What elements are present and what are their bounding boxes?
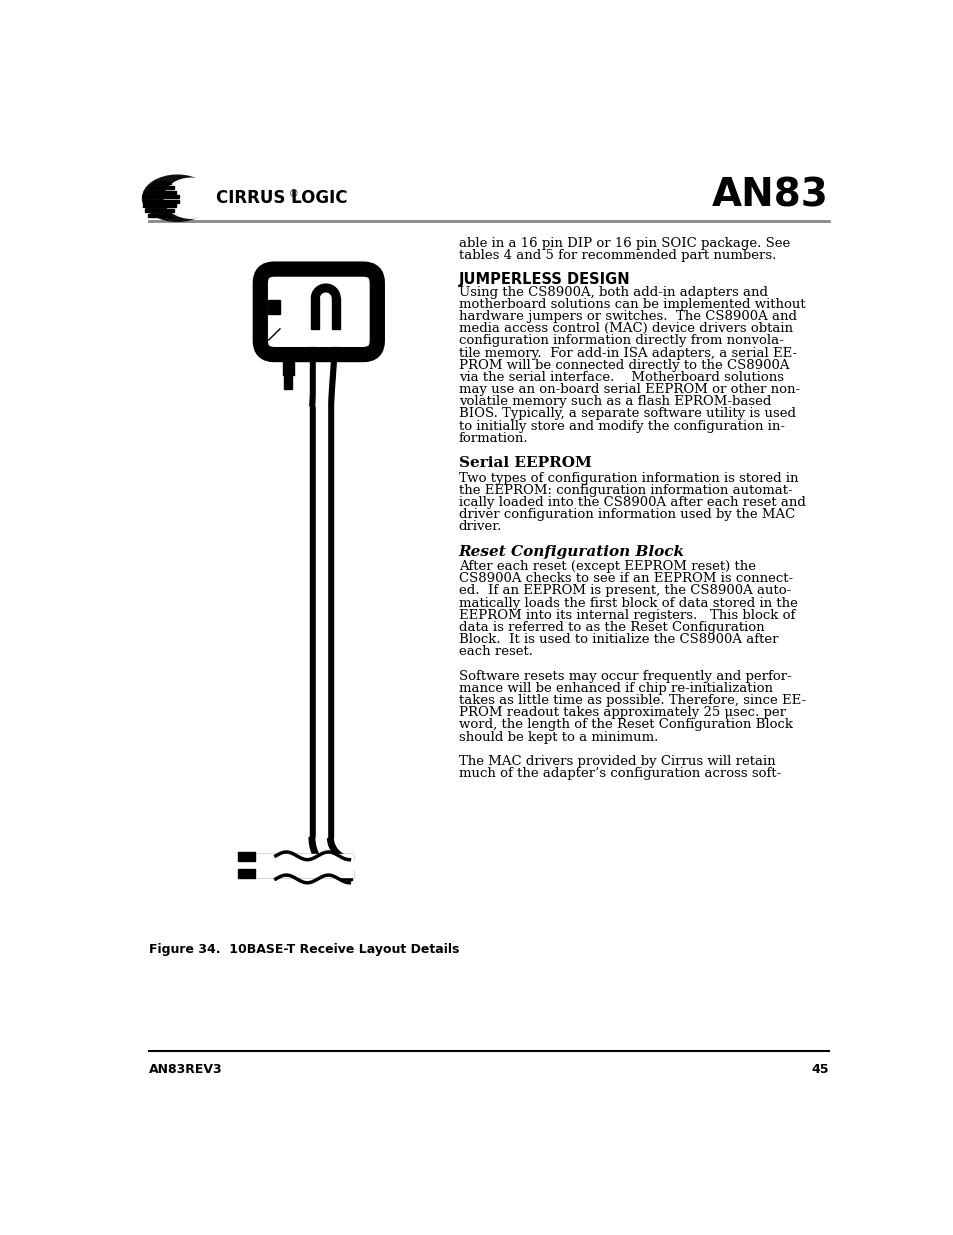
Polygon shape bbox=[268, 300, 280, 314]
Text: word, the length of the Reset Configuration Block: word, the length of the Reset Configurat… bbox=[458, 719, 792, 731]
Text: ®: ® bbox=[288, 189, 297, 199]
Polygon shape bbox=[148, 214, 171, 216]
Polygon shape bbox=[309, 837, 353, 881]
Text: JUMPERLESS DESIGN: JUMPERLESS DESIGN bbox=[458, 272, 630, 287]
Text: able in a 16 pin DIP or 16 pin SOIC package. See: able in a 16 pin DIP or 16 pin SOIC pack… bbox=[458, 237, 789, 249]
Polygon shape bbox=[237, 869, 254, 878]
Text: 45: 45 bbox=[811, 1063, 828, 1077]
Text: motherboard solutions can be implemented without: motherboard solutions can be implemented… bbox=[458, 298, 804, 311]
Polygon shape bbox=[315, 837, 353, 873]
Polygon shape bbox=[332, 299, 340, 330]
Text: After each reset (except EEPROM reset) the: After each reset (except EEPROM reset) t… bbox=[458, 561, 755, 573]
Polygon shape bbox=[315, 341, 327, 837]
Polygon shape bbox=[154, 182, 171, 184]
Text: configuration information directly from nonvola-: configuration information directly from … bbox=[458, 335, 782, 347]
Text: tile memory.  For add-in ISA adapters, a serial EE-: tile memory. For add-in ISA adapters, a … bbox=[458, 347, 796, 359]
Text: The MAC drivers provided by Cirrus will retain: The MAC drivers provided by Cirrus will … bbox=[458, 755, 775, 768]
Polygon shape bbox=[237, 852, 254, 861]
Polygon shape bbox=[311, 299, 319, 330]
Text: volatile memory such as a flash EPROM-based: volatile memory such as a flash EPROM-ba… bbox=[458, 395, 770, 409]
Text: matically loads the first block of data stored in the: matically loads the first block of data … bbox=[458, 597, 797, 610]
Text: Reset Configuration Block: Reset Configuration Block bbox=[458, 545, 684, 558]
Text: EEPROM into its internal registers.   This block of: EEPROM into its internal registers. This… bbox=[458, 609, 794, 621]
Text: hardware jumpers or switches.  The CS8900A and: hardware jumpers or switches. The CS8900… bbox=[458, 310, 796, 324]
Polygon shape bbox=[310, 341, 319, 406]
Text: may use an on-board serial EEPROM or other non-: may use an on-board serial EEPROM or oth… bbox=[458, 383, 799, 396]
Polygon shape bbox=[284, 375, 292, 389]
Polygon shape bbox=[143, 205, 175, 207]
Ellipse shape bbox=[142, 175, 212, 221]
Text: should be kept to a minimum.: should be kept to a minimum. bbox=[458, 731, 658, 743]
Polygon shape bbox=[327, 341, 337, 406]
Ellipse shape bbox=[164, 178, 218, 219]
Polygon shape bbox=[326, 837, 353, 863]
Text: BIOS. Typically, a separate software utility is used: BIOS. Typically, a separate software uti… bbox=[458, 408, 795, 420]
Polygon shape bbox=[254, 871, 353, 877]
Polygon shape bbox=[143, 200, 179, 203]
Text: takes as little time as possible. Therefore, since EE-: takes as little time as possible. Theref… bbox=[458, 694, 805, 708]
Text: driver configuration information used by the MAC: driver configuration information used by… bbox=[458, 508, 794, 521]
Text: much of the adapter’s configuration across soft-: much of the adapter’s configuration acro… bbox=[458, 767, 781, 781]
Text: AN83REV3: AN83REV3 bbox=[149, 1063, 222, 1077]
Text: driver.: driver. bbox=[458, 520, 501, 534]
Text: Two types of configuration information is stored in: Two types of configuration information i… bbox=[458, 472, 798, 484]
Text: mance will be enhanced if chip re-initialization: mance will be enhanced if chip re-initia… bbox=[458, 682, 772, 695]
Text: Block.  It is used to initialize the CS8900A after: Block. It is used to initialize the CS89… bbox=[458, 634, 778, 646]
Text: tables 4 and 5 for recommended part numbers.: tables 4 and 5 for recommended part numb… bbox=[458, 249, 775, 262]
Polygon shape bbox=[315, 341, 332, 406]
Text: each reset.: each reset. bbox=[458, 646, 532, 658]
Text: Serial EEPROM: Serial EEPROM bbox=[458, 456, 591, 471]
Polygon shape bbox=[268, 329, 280, 341]
Text: CIRRUS LOGIC: CIRRUS LOGIC bbox=[216, 189, 347, 207]
Text: Using the CS8900A, both add-in adapters and: Using the CS8900A, both add-in adapters … bbox=[458, 285, 767, 299]
Polygon shape bbox=[327, 341, 333, 837]
Polygon shape bbox=[148, 186, 174, 189]
Text: data is referred to as the Reset Configuration: data is referred to as the Reset Configu… bbox=[458, 621, 763, 634]
Text: CS8900A checks to see if an EEPROM is connect-: CS8900A checks to see if an EEPROM is co… bbox=[458, 572, 792, 585]
Text: the EEPROM: configuration information automat-: the EEPROM: configuration information au… bbox=[458, 484, 792, 496]
Polygon shape bbox=[310, 341, 315, 837]
Text: PROM will be connected directly to the CS8900A: PROM will be connected directly to the C… bbox=[458, 358, 788, 372]
Text: ed.  If an EEPROM is present, the CS8900A auto-: ed. If an EEPROM is present, the CS8900A… bbox=[458, 584, 790, 598]
Text: ically loaded into the CS8900A after each reset and: ically loaded into the CS8900A after eac… bbox=[458, 496, 804, 509]
Text: to initially store and modify the configuration in-: to initially store and modify the config… bbox=[458, 420, 784, 432]
Polygon shape bbox=[143, 195, 179, 199]
FancyBboxPatch shape bbox=[268, 278, 369, 347]
Text: AN83: AN83 bbox=[712, 177, 828, 215]
Text: formation.: formation. bbox=[458, 432, 528, 445]
Polygon shape bbox=[282, 348, 294, 375]
Text: media access control (MAC) device drivers obtain: media access control (MAC) device driver… bbox=[458, 322, 792, 335]
Text: PROM readout takes approximately 25 μsec. per: PROM readout takes approximately 25 μsec… bbox=[458, 706, 785, 719]
Polygon shape bbox=[145, 209, 174, 212]
Polygon shape bbox=[254, 853, 353, 877]
Polygon shape bbox=[145, 190, 175, 194]
Text: Figure 34.  10BASE-T Receive Layout Details: Figure 34. 10BASE-T Receive Layout Detai… bbox=[149, 942, 458, 956]
Text: via the serial interface.    Motherboard solutions: via the serial interface. Motherboard so… bbox=[458, 370, 782, 384]
Polygon shape bbox=[311, 284, 340, 299]
Polygon shape bbox=[254, 853, 353, 860]
Text: Software resets may occur frequently and perfor-: Software resets may occur frequently and… bbox=[458, 669, 791, 683]
